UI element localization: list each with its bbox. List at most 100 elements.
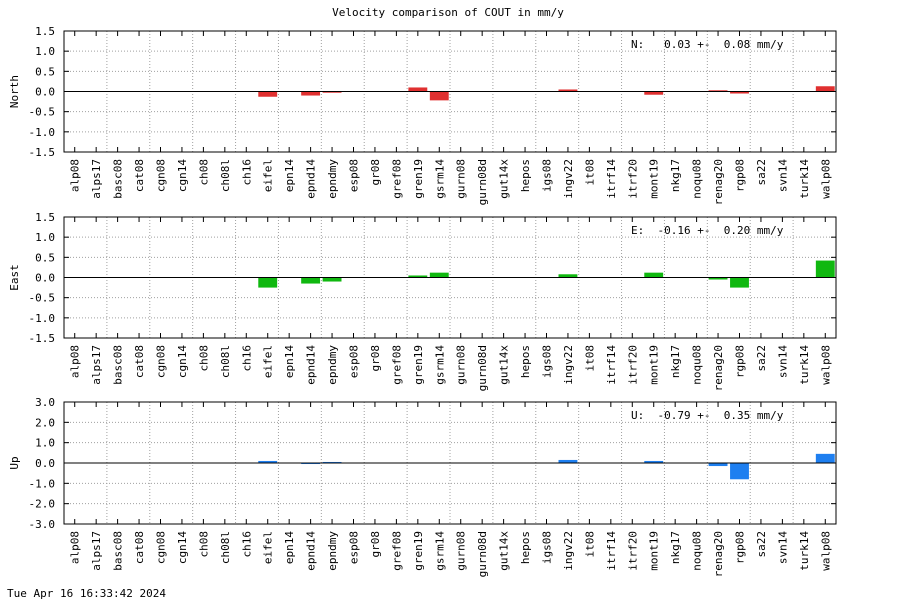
east-xtick-label-ch16: ch16 xyxy=(240,345,253,372)
east-xtick-label-gut14x: gut14x xyxy=(498,345,511,385)
east-xtick-label-itrf14: itrf14 xyxy=(605,345,618,385)
up-xtick-label-ch08: ch08 xyxy=(197,531,210,558)
east-xtick-label-mont19: mont19 xyxy=(648,345,661,385)
east-xtick-label-alp08: alp08 xyxy=(69,345,82,378)
up-xtick-label-turk14: turk14 xyxy=(798,531,811,571)
up-xtick-label-noqu08: noqu08 xyxy=(691,531,704,571)
north-xtick-label-it08: it08 xyxy=(583,159,596,186)
north-xtick-label-svn14: svn14 xyxy=(776,159,789,192)
north-bar-gren19 xyxy=(408,87,428,92)
up-xtick-label-gurn08: gurn08 xyxy=(455,531,468,571)
north-xtick-label-cgn08: cgn08 xyxy=(155,159,168,192)
timestamp: Tue Apr 16 16:33:42 2024 xyxy=(7,587,166,600)
up-bar-renag20 xyxy=(708,463,728,467)
north-bar-rgp08 xyxy=(730,91,749,94)
east-xtick-label-cat08: cat08 xyxy=(133,345,146,378)
east-xtick-label-ch08l: ch08l xyxy=(219,345,232,378)
east-bar-rgp08 xyxy=(730,277,749,288)
east-xtick-label-gr08: gr08 xyxy=(369,345,382,372)
east-xtick-label-rgp08: rgp08 xyxy=(734,345,747,378)
east-ytick-label: -1.5 xyxy=(29,332,56,345)
east-ytick-label: -1.0 xyxy=(29,312,56,325)
north-xtick-label-ch08l: ch08l xyxy=(219,159,232,192)
up-ytick-label: 3.0 xyxy=(35,396,55,409)
up-xtick-label-itrf14: itrf14 xyxy=(605,531,618,571)
east-xtick-label-cgn14: cgn14 xyxy=(176,345,189,378)
east-ytick-label: 1.0 xyxy=(35,231,55,244)
up-stat-annotation: U: -0.79 +- 0.35 mm/y xyxy=(631,409,784,422)
north-xtick-label-alps17: alps17 xyxy=(90,159,103,199)
east-xtick-label-epnd14: epnd14 xyxy=(305,345,318,385)
up-xtick-label-gren19: gren19 xyxy=(412,531,425,571)
north-xtick-label-hepos: hepos xyxy=(519,159,532,192)
up-ytick-label: -3.0 xyxy=(29,518,56,531)
north-xtick-label-itrf20: itrf20 xyxy=(626,159,639,199)
north-stat-annotation: N: 0.03 +- 0.08 mm/y xyxy=(631,38,784,51)
east-bar-epndmy xyxy=(322,277,342,282)
up-xtick-label-gurn08d: gurn08d xyxy=(476,531,489,577)
north-xtick-label-basc08: basc08 xyxy=(112,159,125,199)
east-bar-walp08 xyxy=(815,260,835,278)
up-xtick-label-itrf20: itrf20 xyxy=(626,531,639,571)
east-bar-gsrm14 xyxy=(429,272,449,278)
up-bar-rgp08 xyxy=(730,463,749,480)
up-bar-mont19 xyxy=(644,460,664,463)
up-xtick-label-ch16: ch16 xyxy=(240,531,253,558)
north-xtick-label-sa22: sa22 xyxy=(755,159,768,186)
east-bar-renag20 xyxy=(708,277,728,280)
up-xtick-label-gref08: gref08 xyxy=(390,531,403,571)
east-stat-annotation: E: -0.16 +- 0.20 mm/y xyxy=(631,224,784,237)
north-xtick-label-esp08: esp08 xyxy=(348,159,361,192)
up-xtick-label-ch08l: ch08l xyxy=(219,531,232,564)
up-xtick-label-basc08: basc08 xyxy=(112,531,125,571)
up-xtick-label-gut14x: gut14x xyxy=(498,531,511,571)
north-ytick-label: -1.0 xyxy=(29,126,56,139)
up-ytick-label: -1.0 xyxy=(29,477,56,490)
up-xtick-label-igs08: igs08 xyxy=(541,531,554,564)
north-xtick-label-gren19: gren19 xyxy=(412,159,425,199)
up-xtick-label-esp08: esp08 xyxy=(348,531,361,564)
up-xtick-label-cgn08: cgn08 xyxy=(155,531,168,564)
east-xtick-label-gurn08: gurn08 xyxy=(455,345,468,385)
north-xtick-label-gurn08d: gurn08d xyxy=(476,159,489,205)
east-xtick-label-nkg17: nkg17 xyxy=(669,345,682,378)
east-xtick-label-epndmy: epndmy xyxy=(326,345,339,385)
up-panel: 3.0 2.0 1.0 0.0 -1.0 -2.0 -3.0 alp08 alps17 basc0… xyxy=(8,396,837,577)
up-xtick-label-rgp08: rgp08 xyxy=(734,531,747,564)
north-xtick-label-itrf14: itrf14 xyxy=(605,159,618,199)
east-xtick-label-igs08: igs08 xyxy=(541,345,554,378)
north-xtick-label-epnd14: epnd14 xyxy=(305,159,318,199)
up-xtick-label-epn14: epn14 xyxy=(283,531,296,564)
east-ytick-label: -0.5 xyxy=(29,292,56,305)
up-xtick-label-epndmy: epndmy xyxy=(326,531,339,571)
east-xtick-label-svn14: svn14 xyxy=(776,345,789,378)
up-xtick-label-cat08: cat08 xyxy=(133,531,146,564)
north-xtick-label-epndmy: epndmy xyxy=(326,159,339,199)
east-bar-ingv22 xyxy=(558,274,578,278)
up-xtick-label-gr08: gr08 xyxy=(369,531,382,558)
up-xtick-label-alp08: alp08 xyxy=(69,531,82,564)
east-xtick-label-ch08: ch08 xyxy=(197,345,210,372)
east-panel: 1.5 1.0 0.5 0.0 -0.5 -1.0 -1.5 alp08 alps17 basc0… xyxy=(8,211,837,391)
north-ytick-label: 1.5 xyxy=(35,25,55,38)
east-xtick-label-gsrm14: gsrm14 xyxy=(433,345,446,385)
up-ytick-label: 2.0 xyxy=(35,416,55,429)
up-ytick-label: -2.0 xyxy=(29,498,56,511)
east-xtick-label-eifel: eifel xyxy=(262,345,275,378)
north-ytick-label: 0.0 xyxy=(35,86,55,99)
east-xtick-label-itrf20: itrf20 xyxy=(626,345,639,385)
east-xtick-label-cgn08: cgn08 xyxy=(155,345,168,378)
north-bar-epndmy xyxy=(322,91,342,93)
east-xtick-label-gren19: gren19 xyxy=(412,345,425,385)
north-xtick-label-cat08: cat08 xyxy=(133,159,146,192)
north-xtick-label-rgp08: rgp08 xyxy=(734,159,747,192)
north-xtick-label-cgn14: cgn14 xyxy=(176,159,189,192)
up-xtick-label-hepos: hepos xyxy=(519,531,532,564)
up-xtick-label-ingv22: ingv22 xyxy=(562,531,575,571)
up-xtick-label-svn14: svn14 xyxy=(776,531,789,564)
east-xtick-label-esp08: esp08 xyxy=(348,345,361,378)
east-xtick-label-turk14: turk14 xyxy=(798,345,811,385)
north-bar-mont19 xyxy=(644,91,664,95)
east-xtick-label-sa22: sa22 xyxy=(755,345,768,372)
north-ytick-label: 1.0 xyxy=(35,45,55,58)
